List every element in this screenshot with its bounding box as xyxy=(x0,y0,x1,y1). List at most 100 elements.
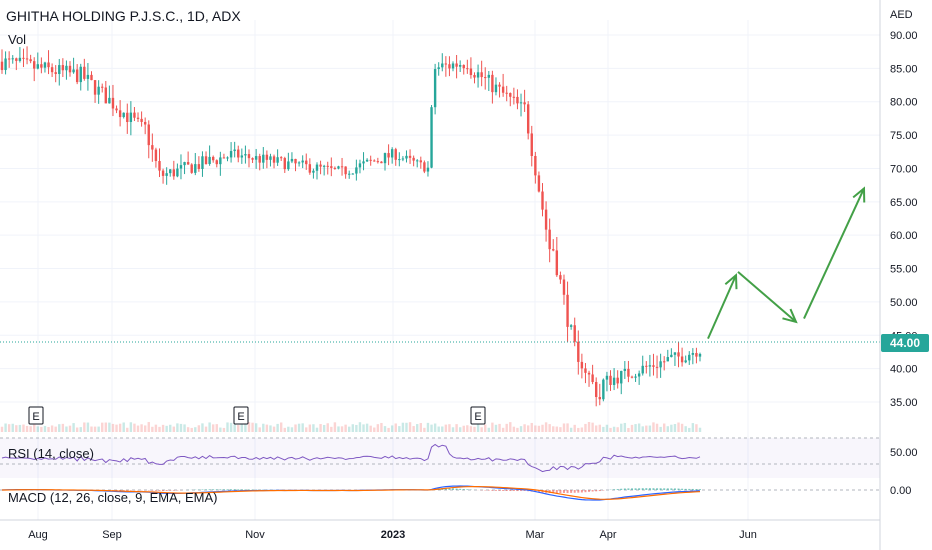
candle-body xyxy=(612,377,616,385)
volume-bar xyxy=(93,426,97,432)
volume-bar xyxy=(541,424,544,432)
macd-label[interactable]: MACD (12, 26, close, 9, EMA, EMA) xyxy=(8,490,218,505)
candle-body xyxy=(487,74,491,78)
candle-body xyxy=(462,65,465,69)
candle-body xyxy=(308,164,312,173)
candle-body xyxy=(351,173,354,175)
macd-axis-value: 0.00 xyxy=(890,485,911,497)
volume-bar xyxy=(487,427,491,432)
candle-body xyxy=(36,64,39,69)
y-tick-label: 90.00 xyxy=(890,30,918,42)
candle-body xyxy=(365,159,369,162)
candle-body xyxy=(108,97,111,104)
candle-body xyxy=(183,162,186,166)
volume-bar xyxy=(458,427,462,432)
macd-histogram-bar xyxy=(151,490,154,491)
volume-bar xyxy=(566,423,569,432)
macd-histogram-bar xyxy=(244,489,247,490)
candle-body xyxy=(451,63,455,69)
y-tick-label: 60.00 xyxy=(890,230,918,242)
candle-body xyxy=(430,107,433,168)
candle-body xyxy=(240,155,244,158)
candle-body xyxy=(312,170,315,173)
volume-bar xyxy=(609,427,612,432)
candle-body xyxy=(322,165,326,167)
volume-bar xyxy=(33,424,36,432)
volume-bar xyxy=(623,422,627,432)
volume-bar xyxy=(652,422,655,432)
volume-bar xyxy=(380,422,383,432)
candle-body xyxy=(83,66,86,79)
volume-bar xyxy=(473,426,476,432)
candle-body xyxy=(512,96,516,98)
candle-body xyxy=(433,69,437,108)
candle-body xyxy=(369,159,372,161)
volume-bar xyxy=(104,422,108,432)
volume-bar xyxy=(365,423,369,432)
candle-body xyxy=(598,397,601,400)
macd-histogram-bar xyxy=(459,488,462,490)
volume-bar xyxy=(72,423,75,432)
volume-bar xyxy=(369,425,372,432)
candle-body xyxy=(659,361,662,368)
volume-bar xyxy=(544,422,548,432)
volume-bar xyxy=(663,423,666,432)
candle-body xyxy=(559,275,562,280)
macd-histogram-bar xyxy=(444,487,447,490)
volume-bar xyxy=(569,427,573,432)
volume-bar xyxy=(634,424,637,432)
macd-histogram-bar xyxy=(226,489,229,490)
volume-bar xyxy=(584,423,587,432)
candle-body xyxy=(505,92,508,94)
rsi-label[interactable]: RSI (14, close) xyxy=(8,446,94,461)
volume-bar xyxy=(480,427,483,432)
earnings-marker-label: E xyxy=(32,411,39,423)
symbol-title[interactable]: GHITHA HOLDING P.J.S.C., 1D, ADX xyxy=(6,8,241,24)
volume-bar xyxy=(605,424,609,432)
candle-body xyxy=(280,157,283,159)
candle-body xyxy=(204,156,208,164)
macd-histogram-bar xyxy=(580,490,583,493)
macd-histogram-bar xyxy=(598,490,601,492)
volume-bar xyxy=(61,423,65,432)
volume-bar xyxy=(47,427,50,432)
volume-bar xyxy=(423,427,426,432)
volume-bar xyxy=(648,425,652,432)
candle-body xyxy=(143,121,147,125)
candle-body xyxy=(65,65,68,71)
candle-body xyxy=(40,64,43,68)
candle-body xyxy=(93,80,97,95)
x-tick-label: 2023 xyxy=(381,529,405,541)
volume-bar xyxy=(25,425,29,432)
candle-body xyxy=(151,145,154,150)
volume-label[interactable]: Vol xyxy=(8,32,27,47)
volume-bar xyxy=(201,423,204,432)
candle-body xyxy=(118,110,122,118)
volume-bar xyxy=(559,427,562,432)
earnings-marker-box xyxy=(470,406,486,425)
candle-body xyxy=(265,154,269,160)
candle-body xyxy=(283,158,286,170)
chart-grid xyxy=(0,20,880,520)
candle-body xyxy=(11,58,14,60)
macd-histogram-bar xyxy=(154,490,157,491)
candle-body xyxy=(362,161,365,164)
volume-bar xyxy=(337,426,340,432)
candle-body xyxy=(15,58,18,61)
volume-bar xyxy=(161,424,165,432)
candle-body xyxy=(169,169,172,174)
y-tick-label: 75.00 xyxy=(890,130,918,142)
volume-bar xyxy=(122,422,125,432)
volume-bar xyxy=(351,424,354,432)
volume-bar xyxy=(616,427,619,432)
macd-histogram-bar xyxy=(630,488,633,490)
volume-bar xyxy=(433,423,437,432)
earnings-marker-label: E xyxy=(237,411,244,423)
macd-histogram-bar xyxy=(613,489,616,490)
candle-body xyxy=(580,361,584,369)
candle-body xyxy=(509,93,512,97)
volume-bar xyxy=(308,424,312,432)
macd-histogram-bar xyxy=(591,490,594,492)
volume-bar xyxy=(290,427,294,432)
